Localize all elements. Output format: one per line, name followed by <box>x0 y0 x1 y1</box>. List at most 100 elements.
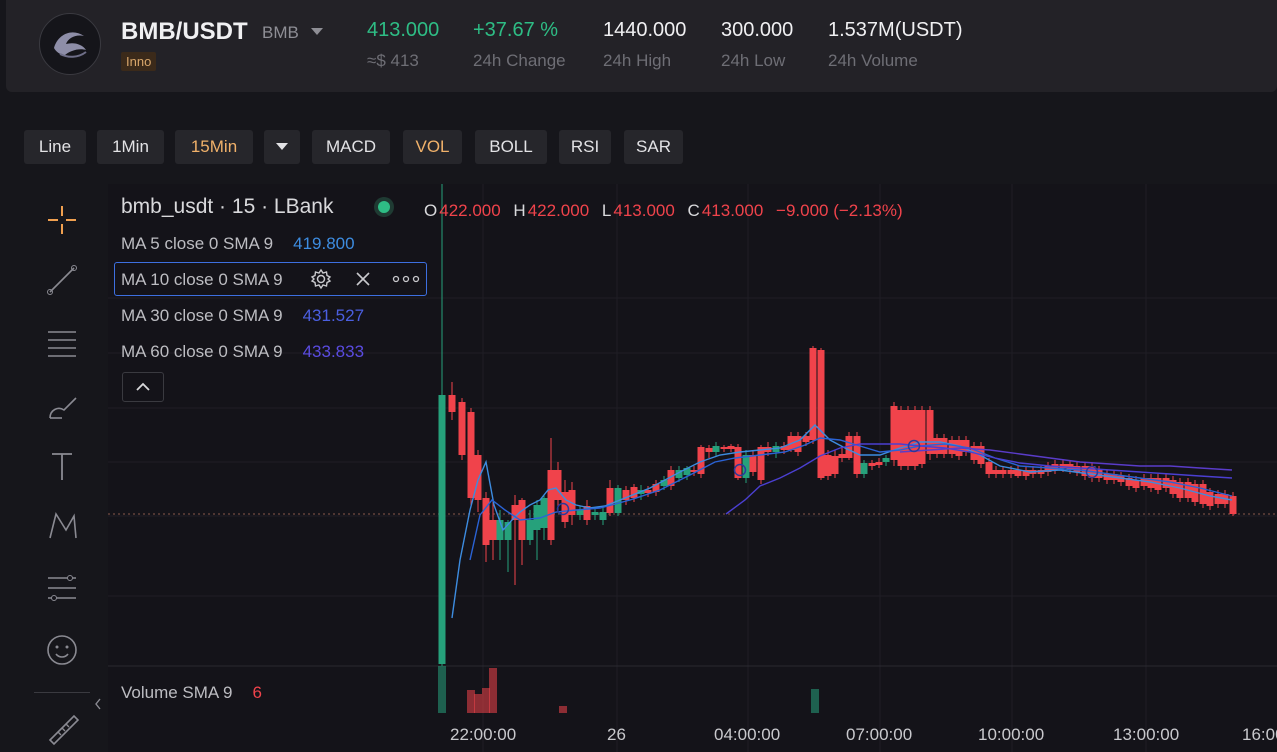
fib-tool-icon[interactable] <box>44 570 80 606</box>
candle-body <box>1044 466 1052 472</box>
candlestick-chart[interactable] <box>108 184 1277 752</box>
candle-body <box>809 348 817 440</box>
toolbar-divider <box>34 692 90 693</box>
x-axis-label: 07:00:00 <box>846 725 913 744</box>
candle-body <box>831 456 839 474</box>
low-24h-label: 24h Low <box>721 51 786 70</box>
candle-body <box>458 402 466 455</box>
pair-dropdown-chevron-icon[interactable] <box>311 28 323 35</box>
signal-marker <box>733 463 747 477</box>
low-label: L <box>601 201 612 220</box>
brush-icon[interactable] <box>44 388 80 424</box>
candle-body <box>467 412 475 498</box>
change-24h: +37.67 % <box>473 19 559 41</box>
signal-marker <box>556 502 570 516</box>
boll-button[interactable]: BOLL <box>475 130 547 164</box>
remove-close-icon[interactable] <box>354 270 372 288</box>
candle-body <box>438 395 446 664</box>
trend-line-icon[interactable] <box>44 262 80 298</box>
emoji-icon[interactable] <box>44 632 80 668</box>
more-intervals-button[interactable] <box>264 130 300 164</box>
ma60-label: MA 60 close 0 SMA 9 <box>121 342 283 361</box>
candle-body <box>533 505 541 530</box>
interval-15min-button[interactable]: 15Min <box>175 130 253 164</box>
candle-body <box>845 436 853 458</box>
candle-body <box>630 487 638 498</box>
open-label: O <box>424 201 438 220</box>
high-value: 422.000 <box>527 201 590 220</box>
collapse-toolbar-chevron-icon[interactable] <box>92 696 104 712</box>
candle-body <box>1125 478 1133 486</box>
pair-title: BMB/USDT <box>121 18 248 45</box>
volume-legend[interactable]: Volume SMA 9 6 <box>121 683 262 703</box>
pattern-tool-icon[interactable] <box>44 508 80 544</box>
sar-button[interactable]: SAR <box>624 130 683 164</box>
candle-body <box>1214 494 1222 504</box>
ma30-value: 431.527 <box>302 306 365 325</box>
ma10-legend[interactable]: MA 10 close 0 SMA 9 <box>121 270 283 290</box>
ma5-legend[interactable]: MA 5 close 0 SMA 9 419.800 <box>121 234 355 254</box>
pair-base-symbol[interactable]: BMB <box>262 23 299 42</box>
crosshair-icon[interactable] <box>44 202 80 238</box>
candle-body <box>868 463 876 466</box>
candle-body <box>926 410 934 454</box>
vol-button[interactable]: VOL <box>403 130 462 164</box>
candle-body <box>911 410 919 466</box>
candle-body <box>897 410 905 466</box>
candle-body <box>690 470 698 472</box>
high-24h-label: 24h High <box>603 51 672 70</box>
line-button[interactable]: Line <box>24 130 86 164</box>
candle-body <box>749 455 757 472</box>
candle-body <box>1117 476 1125 482</box>
volume-bar <box>467 690 475 713</box>
candle-body <box>999 470 1007 474</box>
low-value: 413.000 <box>613 201 675 220</box>
ma10-legend-selected[interactable] <box>114 262 427 296</box>
ma60-line <box>899 447 1233 471</box>
x-axis-label: 26 <box>607 725 626 744</box>
open-value: 422.000 <box>439 201 501 220</box>
volume-bar <box>438 666 446 713</box>
volume-label: Volume SMA 9 <box>121 683 233 702</box>
volume-bar <box>474 694 482 713</box>
candle-body <box>962 440 970 452</box>
interval-1min-button[interactable]: 1Min <box>97 130 164 164</box>
volume-value: 6 <box>252 683 262 702</box>
candle-body <box>660 480 668 486</box>
collapse-legend-button[interactable] <box>122 372 164 402</box>
candle-body <box>1073 466 1081 472</box>
x-axis-label: 04:00:00 <box>714 725 781 744</box>
macd-button[interactable]: MACD <box>312 130 390 164</box>
volume-bar <box>559 706 567 713</box>
volume-bar <box>811 689 819 713</box>
candle-body <box>697 447 705 474</box>
settings-gear-icon[interactable] <box>310 268 332 290</box>
ma30-legend[interactable]: MA 30 close 0 SMA 9 431.527 <box>121 306 364 326</box>
candle-body <box>474 455 482 500</box>
candle-body <box>802 436 810 442</box>
candle-body <box>853 436 861 474</box>
ruler-icon[interactable] <box>44 710 80 746</box>
candle-body <box>547 470 555 540</box>
rsi-button[interactable]: RSI <box>559 130 611 164</box>
more-options-icon[interactable] <box>392 275 420 283</box>
ma10-label: MA 10 close 0 SMA 9 <box>121 270 283 289</box>
candle-body <box>1132 480 1140 488</box>
candle-body <box>482 498 490 545</box>
chart-canvas[interactable] <box>108 184 1277 752</box>
ma60-legend[interactable]: MA 60 close 0 SMA 9 433.833 <box>121 342 364 362</box>
chevron-up-icon <box>136 382 150 391</box>
candle-body <box>720 447 728 449</box>
candle-body <box>780 446 788 450</box>
x-axis-label: 22:00:00 <box>450 725 517 744</box>
candle-body <box>644 490 652 493</box>
candle-body <box>824 455 832 476</box>
parallel-lines-icon[interactable] <box>44 324 80 360</box>
high-label: H <box>513 201 526 220</box>
last-price-usd: ≈$ 413 <box>367 51 419 70</box>
candle-body <box>1022 470 1030 476</box>
candle-body <box>554 470 562 500</box>
text-tool-icon[interactable] <box>44 448 80 484</box>
x-axis-label: 16:00 <box>1242 725 1277 744</box>
ma30-label: MA 30 close 0 SMA 9 <box>121 306 283 325</box>
